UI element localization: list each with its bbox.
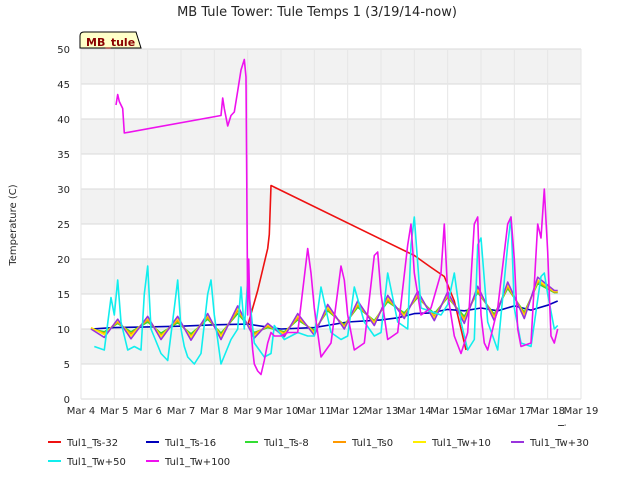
y-tick-label: 0	[64, 395, 70, 406]
series-line-tul1-ts-32	[246, 184, 467, 351]
x-tick-label: Mar 19	[564, 406, 599, 417]
x-tick-label: Mar 11	[297, 406, 332, 417]
y-axis-label-group: Temperature (C)	[8, 184, 19, 266]
legend-item: Tul1_Ts-16	[146, 438, 216, 449]
x-tick-label: Mar 8	[200, 406, 228, 417]
x-tick-label: Mar 16	[464, 406, 499, 417]
y-tick-label: 40	[57, 115, 70, 126]
legend-label: Tul1_Tw+30	[529, 438, 589, 449]
x-tick-label: Mar 9	[233, 406, 261, 417]
legend-label: Tul1_Ts-16	[164, 438, 216, 449]
y-axis-label: Temperature (C)	[8, 184, 19, 266]
legend-item: Tul1_Ts-8	[245, 438, 309, 449]
y-tick-label: 10	[57, 325, 70, 336]
x-tick-label: Mar 10	[264, 406, 299, 417]
x-tick-label: Mar 14	[397, 406, 432, 417]
plot-band	[81, 329, 581, 364]
x-tick-label: Mar 18	[530, 406, 565, 417]
plot-band	[81, 259, 581, 294]
series-line-tul1-tw-50	[94, 216, 559, 365]
y-tick-label: 25	[57, 220, 70, 231]
y-tick-label: 50	[57, 45, 70, 56]
x-tick-label: Mar 17	[497, 406, 532, 417]
x-axis-label: Time	[557, 424, 582, 435]
x-tick-label: Mar 7	[167, 406, 195, 417]
y-tick-label: 30	[57, 185, 70, 196]
series-lines	[90, 58, 559, 376]
legend-item: Tul1_Tw+100	[146, 457, 230, 468]
y-tick-label: 45	[57, 80, 70, 91]
legend-label: Tul1_Ts-32	[66, 438, 118, 449]
legend-label: Tul1_Ts0	[351, 438, 393, 449]
legend-item: Tul1_Ts-32	[48, 438, 118, 449]
legend-label: Tul1_Tw+50	[66, 457, 126, 468]
plot-band	[81, 189, 581, 224]
y-tick-label: 15	[57, 290, 70, 301]
y-tick-label: 5	[64, 360, 70, 371]
x-tick-label: Mar 4	[67, 406, 95, 417]
legend-label: Tul1_Tw+10	[431, 438, 491, 449]
plot-band	[81, 49, 581, 84]
x-axis: Mar 4 Mar 5 Mar 6 Mar 7 Mar 8 Mar 9 Mar 10Mar …	[67, 406, 599, 417]
plot-band	[81, 119, 581, 154]
y-tick-label: 35	[57, 150, 70, 161]
series-line-tul1-tw-100	[115, 58, 559, 376]
grid-lines	[80, 48, 582, 400]
x-tick-label: Mar 5	[100, 406, 128, 417]
chart-title: MB Tule Tower: Tule Temps 1 (3/19/14-now…	[177, 5, 457, 20]
x-tick-label: Mar 6	[133, 406, 161, 417]
legend: Tul1_Ts-32 Tul1_Ts-16 Tul1_Ts-8 Tul1_Ts0 Tul…	[48, 438, 589, 468]
y-tick-label: 20	[57, 255, 70, 266]
site-badge: MB_tule	[79, 31, 142, 49]
x-tick-label: Mar 15	[430, 406, 465, 417]
x-tick-label: Mar 13	[364, 406, 399, 417]
legend-item: Tul1_Tw+50	[48, 457, 126, 468]
legend-label: Tul1_Ts-8	[263, 438, 309, 449]
series-line-tul1-ts-16	[90, 300, 559, 330]
legend-label: Tul1_Tw+100	[164, 457, 230, 468]
series-line-tul1-tw-30	[90, 276, 558, 342]
x-tick-label: Mar 12	[330, 406, 365, 417]
x-axis-label-area: Time	[557, 424, 582, 435]
site-badge-label: MB_tule	[86, 36, 135, 49]
legend-item: Tul1_Tw+10	[413, 438, 491, 449]
legend-item: Tul1_Ts0	[333, 438, 393, 449]
legend-item: Tul1_Tw+30	[511, 438, 589, 449]
y-axis: 0 5 10 15 20 25 30 35 40 45 50	[57, 45, 70, 406]
